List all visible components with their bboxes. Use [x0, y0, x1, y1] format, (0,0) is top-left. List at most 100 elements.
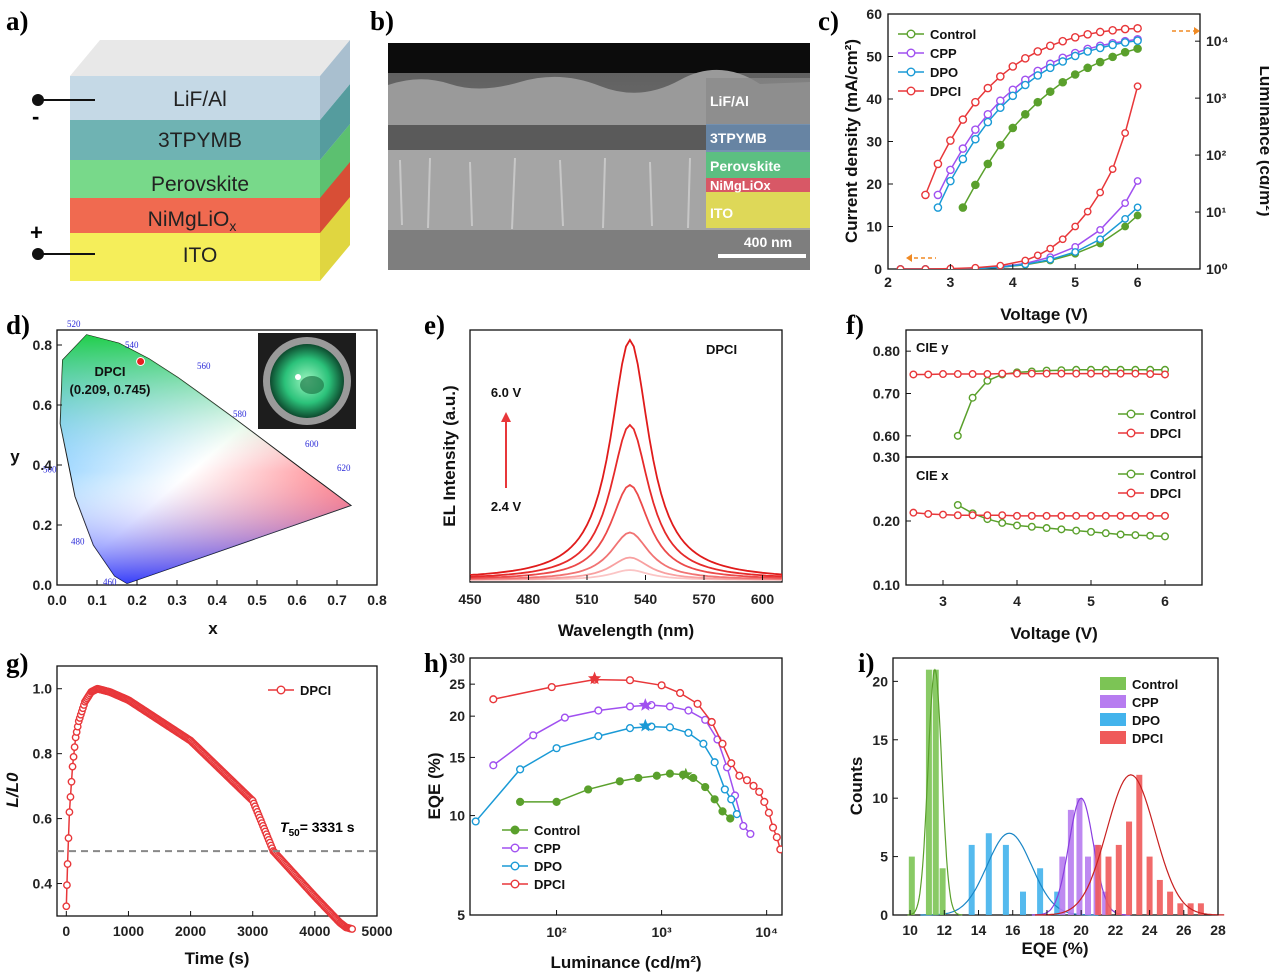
c-lum-point-dpci-7 — [1008, 62, 1018, 71]
layer-label-lif-al: LiF/Al — [173, 88, 227, 111]
i-bar-dpci-6 — [1156, 879, 1163, 915]
c-lum-point-control-0 — [958, 203, 968, 212]
i-bar-cpp-0 — [1059, 856, 1066, 915]
g-legend-dpci-marker — [276, 685, 286, 695]
f-bottom-point-control-11 — [1116, 530, 1125, 539]
cie-point-dpci — [136, 357, 146, 366]
i-xtick-label-24: 24 — [1142, 922, 1158, 938]
h-point-dpci-1 — [547, 682, 556, 692]
h-point-control-0 — [516, 797, 525, 807]
panel-a-label: a) — [6, 6, 29, 36]
h-point-dpci-8 — [718, 739, 727, 748]
f-bottom-title: CIE x — [916, 468, 949, 483]
f-bottom-ytick-label-0.10: 0.10 — [873, 577, 900, 593]
d-ytick-label-0.8: 0.8 — [33, 337, 53, 353]
cie-wavelength-480: 480 — [71, 537, 85, 547]
i-fit-control — [907, 668, 963, 916]
c-lum-line-cpp — [937, 38, 1138, 196]
f-bottom-legend-control-marker — [1126, 469, 1136, 479]
h-point-cpp-7 — [684, 706, 693, 715]
f-top-point-dpci-3 — [953, 370, 962, 379]
c-lum-point-control-6 — [1033, 97, 1043, 107]
f-top-point-dpci-9 — [1042, 369, 1051, 378]
h-star-cpp — [638, 698, 652, 711]
h-point-dpci-7 — [707, 717, 716, 727]
c-lum-point-dpo-2 — [958, 154, 968, 164]
f-bottom-point-dpci-17 — [1160, 511, 1169, 520]
c-lum-point-cpp-4 — [983, 110, 993, 119]
panel-c-label: c) — [818, 6, 839, 36]
h-line-dpo — [475, 725, 738, 822]
c-j-point-cpp-9 — [1121, 199, 1130, 208]
c-j-point-cpp-8 — [1096, 225, 1105, 234]
c-xtick-label-3: 3 — [947, 274, 955, 290]
h-point-cpp-13 — [746, 829, 755, 839]
h-ytick-label-10: 10 — [449, 808, 465, 824]
f-bottom-point-control-7 — [1057, 525, 1066, 534]
c-lum-point-dpo-11 — [1070, 51, 1080, 61]
c-j-point-dpci-0 — [896, 265, 905, 269]
d-ytick-label-0.0: 0.0 — [33, 577, 53, 593]
c-lum-line-dpo — [937, 39, 1138, 208]
c-j-point-dpci-6 — [1033, 251, 1042, 260]
panel-f: f) 0.60 0.70 0.80 Control DPCI 0.10 0.20 0.30 Co… — [846, 310, 1203, 643]
d-xtick-label-0.4: 0.4 — [207, 592, 227, 608]
e-xtick-label-570: 570 — [692, 591, 716, 607]
c-j-arrow-head — [906, 254, 912, 262]
c-lum-point-control-9 — [1070, 70, 1080, 79]
d-ytick-label-0.2: 0.2 — [33, 517, 53, 533]
c-legend-cpp-marker — [906, 48, 916, 58]
c-lum-point-dpo-1 — [946, 176, 955, 186]
c-lum-point-dpci-2 — [946, 136, 955, 145]
f-bottom-legend-dpci-label: DPCI — [1150, 486, 1181, 501]
f-bottom-point-dpci-6 — [998, 511, 1007, 520]
h-star-control — [679, 767, 693, 781]
c-j-point-dpci-1 — [921, 265, 930, 269]
i-bar-control-0 — [908, 856, 915, 915]
c-lum-point-control-8 — [1058, 77, 1068, 87]
f-bottom-point-dpci-15 — [1131, 511, 1140, 520]
i-legend-dpci-label: DPCI — [1132, 731, 1163, 746]
h-point-dpo-1 — [516, 765, 525, 774]
f-top-point-dpci-0 — [909, 370, 918, 379]
h-point-dpci-6 — [693, 699, 702, 708]
h-ytick-label-20: 20 — [449, 708, 465, 724]
g-xtick-label-3000: 3000 — [237, 923, 268, 939]
c-lum-point-dpci-1 — [933, 159, 943, 169]
d-xtick-label-0.5: 0.5 — [247, 592, 267, 608]
f-xtick-label-4: 4 — [1013, 593, 1021, 609]
cie-horseshoe-overlay — [60, 334, 351, 584]
c-lum-line-control — [962, 47, 1138, 208]
c-lum-point-dpci-5 — [983, 83, 993, 93]
f-top-point-dpci-4 — [968, 370, 977, 379]
i-bar-dpci-3 — [1126, 821, 1133, 915]
h-point-control-3 — [615, 777, 624, 786]
f-bottom-point-dpci-10 — [1057, 511, 1066, 520]
i-legend-cpp-label: CPP — [1132, 695, 1159, 710]
c-j-point-dpo-8 — [1096, 235, 1105, 244]
i-bar-dpo-1 — [985, 833, 992, 915]
c-lum-point-dpo-3 — [971, 134, 980, 144]
i-fit-cpp — [1031, 797, 1131, 916]
h-point-dpci-10 — [735, 771, 744, 780]
cie-wavelength-540: 540 — [125, 340, 139, 350]
f-bottom-point-control-4 — [1013, 521, 1022, 530]
f-top-legend-dpci-label: DPCI — [1150, 426, 1181, 441]
h-legend-cpp-marker — [510, 843, 520, 853]
c-lum-point-control-2 — [983, 159, 993, 169]
h-point-dpo-10 — [720, 785, 729, 794]
panel-h: h) 10² 10³ 10⁴ 5 10 15 20 25 30 Luminance (cd/m²… — [424, 648, 783, 972]
c-j-point-dpci-10 — [1083, 207, 1092, 216]
h-point-dpci-4 — [657, 681, 666, 690]
f-top-point-control-2 — [983, 376, 992, 385]
i-xtick-label-26: 26 — [1176, 922, 1192, 938]
cie-wavelength-600: 600 — [305, 439, 319, 449]
g-ytick-label-0.4: 0.4 — [33, 876, 53, 892]
f-bottom-point-control-14 — [1160, 532, 1169, 541]
c-lum-point-control-1 — [971, 180, 980, 190]
i-xtick-label-28: 28 — [1210, 922, 1226, 938]
c-lum-point-dpci-15 — [1108, 26, 1117, 35]
d-xtick-label-0.8: 0.8 — [367, 592, 387, 608]
i-legend-control-label: Control — [1132, 677, 1178, 692]
